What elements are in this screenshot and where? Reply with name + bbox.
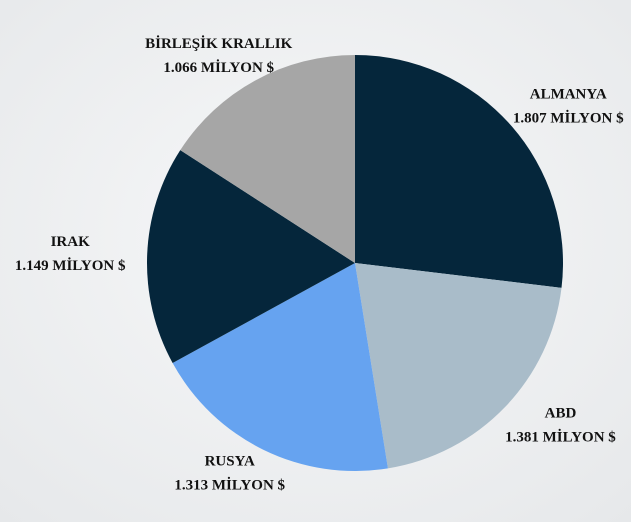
slice-label: IRAK — [51, 234, 91, 250]
slice-label: ALMANYA — [530, 87, 607, 103]
slice-value-label: 1.313 MİLYON $ — [174, 477, 285, 494]
pie-slice — [180, 55, 355, 263]
pie-slice — [172, 263, 388, 471]
slice-label: ABD — [545, 405, 577, 421]
slice-label: RUSYA — [205, 454, 255, 470]
pie-slice — [355, 263, 562, 469]
slice-value-label: 1.807 MİLYON $ — [513, 110, 624, 127]
pie-slice — [355, 55, 563, 288]
slice-value-label: 1.066 MİLYON $ — [163, 59, 274, 76]
slice-value-label: 1.381 MİLYON $ — [505, 428, 616, 445]
slice-value-label: 1.149 MİLYON $ — [15, 257, 126, 274]
slice-label: BİRLEŞİK KRALLIK — [145, 35, 292, 52]
pie-slice — [147, 150, 355, 363]
